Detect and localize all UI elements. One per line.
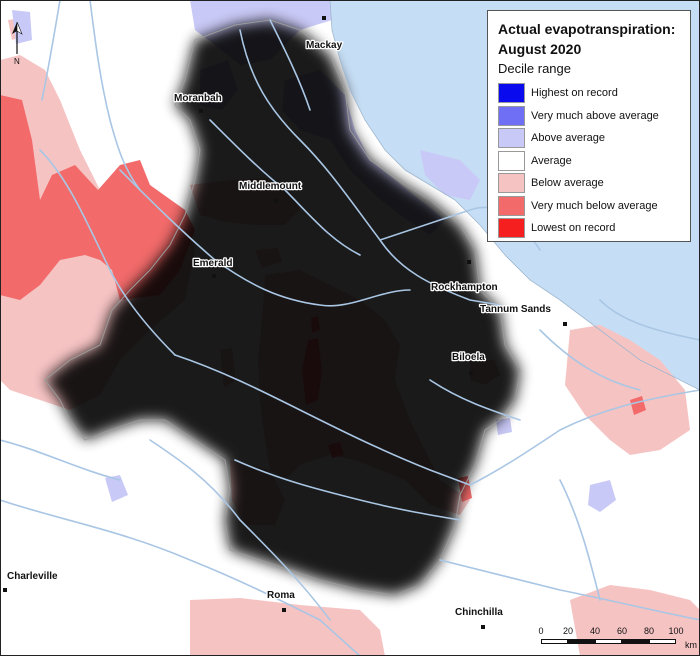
legend-label: Highest on record [531, 87, 618, 100]
town-mackay[interactable]: Mackay [305, 16, 344, 52]
fitzroy-basin-outline [44, 19, 521, 596]
town-roma[interactable]: Roma [266, 589, 296, 612]
legend-label: Average [531, 154, 572, 167]
town-label: Roma [267, 590, 295, 601]
town-label: Middlemount [239, 181, 302, 192]
scale-tick: 0 [538, 626, 544, 636]
town-biloela[interactable]: Biloela [451, 351, 486, 375]
legend-item-very-much-below: Very much below average [498, 195, 680, 218]
legend-swatch [498, 83, 525, 104]
town-tannum-sands[interactable]: Tannum Sands [479, 303, 567, 326]
legend-swatch [498, 105, 525, 126]
town-charleville[interactable]: Charleville [3, 570, 59, 592]
north-arrow-head-right [16, 21, 23, 35]
town-emerald[interactable]: Emerald [192, 257, 234, 278]
scale-tick: 60 [616, 626, 628, 636]
legend-label: Very much below average [531, 199, 658, 212]
scale-tick: 40 [589, 626, 601, 636]
town-moranbah[interactable]: Moranbah [173, 92, 223, 113]
legend-item-highest: Highest on record [498, 82, 680, 105]
legend-items: Highest on record Very much above averag… [498, 82, 680, 240]
legend-swatch [498, 195, 525, 216]
coastline [329, 0, 700, 391]
north-arrow: N [12, 21, 23, 66]
scale-tick: 100 [668, 626, 684, 636]
town-chinchilla[interactable]: Chinchilla [454, 606, 504, 629]
scale-bar: 0 20 40 60 80 100 km [533, 626, 698, 654]
legend-title-date: August 2020 [498, 41, 582, 57]
town-label: Moranbah [174, 93, 222, 104]
scale-segment [595, 639, 622, 644]
legend-label: Below average [531, 177, 604, 190]
scale-tick: 20 [562, 626, 574, 636]
town-middlemount[interactable]: Middlemount [238, 180, 303, 203]
scale-segment [568, 639, 595, 644]
fitzroy-basin-shadow [45, 20, 520, 595]
scale-segment [649, 639, 676, 644]
legend-item-above: Above average [498, 127, 680, 150]
town-label: Rockhampton [431, 282, 498, 293]
legend-swatch [498, 150, 525, 171]
legend-label: Above average [531, 132, 605, 145]
legend-label: Lowest on record [531, 222, 616, 235]
legend-subtitle: Decile range [498, 61, 571, 76]
town-label: Tannum Sands [480, 304, 551, 315]
legend-title: Actual evapotranspiration: [498, 21, 676, 37]
legend-label: Very much above average [531, 109, 659, 122]
scale-tick: 80 [643, 626, 655, 636]
legend-swatch [498, 173, 525, 194]
legend-item-lowest: Lowest on record [498, 217, 680, 240]
town-label: Emerald [193, 258, 232, 269]
legend-item-below: Below average [498, 172, 680, 195]
legend-item-very-much-above: Very much above average [498, 105, 680, 128]
scale-segment [622, 639, 649, 644]
town-label: Charleville [7, 571, 58, 582]
town-rockhampton[interactable]: Rockhampton [430, 260, 499, 294]
legend-swatch [498, 128, 525, 149]
town-markers: Mackay Moranbah Middlemount Emerald Rock… [3, 16, 567, 629]
scale-segment [541, 639, 568, 644]
scale-unit: km [685, 640, 697, 650]
town-label: Mackay [306, 40, 343, 51]
north-arrow-head-left [12, 22, 17, 34]
legend: Actual evapotranspiration: August 2020 D… [487, 10, 691, 242]
legend-swatch [498, 218, 525, 239]
town-label: Biloela [452, 352, 485, 363]
legend-item-average: Average [498, 150, 680, 173]
town-label: Chinchilla [455, 607, 503, 618]
north-arrow-label: N [14, 57, 20, 66]
